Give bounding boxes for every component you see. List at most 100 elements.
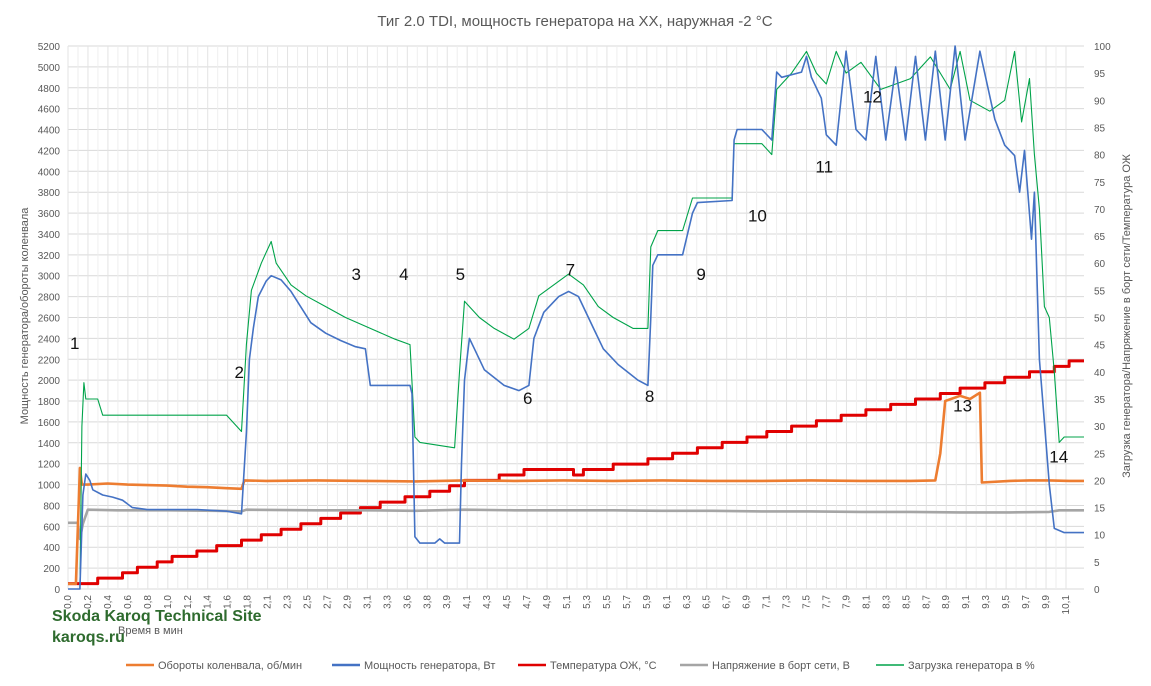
legend-label: Мощность генератора, Вт [364, 660, 495, 672]
y-tick-left: 4400 [38, 126, 61, 137]
y-tick-left: 2800 [38, 293, 61, 304]
x-tick: 3,1 [362, 595, 373, 609]
y-tick-left: 4000 [38, 167, 61, 178]
y-tick-left: 2600 [38, 314, 61, 325]
annotation-label: 1 [70, 334, 79, 353]
x-tick: 4,5 [502, 595, 513, 609]
y-tick-left: 4200 [38, 146, 61, 157]
y-tick-left: 2200 [38, 355, 61, 366]
chart-title: Тиг 2.0 TDI, мощность генератора на XX, … [377, 13, 772, 30]
y-tick-left: 0 [54, 585, 60, 596]
legend-label: Обороты коленвала, об/мин [158, 660, 302, 672]
x-tick: 9,3 [981, 595, 992, 609]
x-tick: 3,9 [442, 595, 453, 609]
annotation-label: 2 [235, 363, 244, 382]
x-tick: 5,1 [562, 595, 573, 609]
y-tick-right: 55 [1094, 286, 1106, 297]
y-tick-left: 4600 [38, 105, 61, 116]
y-tick-right: 20 [1094, 476, 1106, 487]
x-tick: 8,5 [901, 595, 912, 609]
series-line [68, 359, 1084, 586]
x-tick: 6,5 [702, 595, 713, 609]
grid [67, 45, 1084, 590]
x-tick: 0,8 [143, 595, 154, 609]
x-tick: 8,1 [861, 595, 872, 609]
series-line [68, 391, 1084, 586]
x-tick: 8,3 [881, 595, 892, 609]
series-line [68, 508, 1084, 541]
x-tick: 2,9 [342, 595, 353, 609]
series-group [68, 45, 1084, 590]
y-tick-left: 2400 [38, 334, 61, 345]
y-tick-right: 5 [1094, 558, 1100, 569]
x-tick: 2,3 [283, 595, 294, 609]
x-tick: 3,6 [402, 595, 413, 609]
x-tick: 5,9 [642, 595, 653, 609]
y-tick-left: 600 [43, 522, 60, 533]
y-tick-left: 3400 [38, 230, 61, 241]
x-tick: 1,2 [183, 595, 194, 609]
x-axis-label: Время в мин [118, 625, 183, 637]
annotation-label: 10 [748, 206, 767, 225]
legend: Обороты коленвала, об/мин Мощность генера… [126, 660, 1035, 672]
y-tick-left: 1600 [38, 418, 61, 429]
x-tick: 8,7 [921, 595, 932, 609]
y-tick-right: 15 [1094, 504, 1106, 515]
y-axis-right-label: Загрузка генератора/Напряжение в борт се… [1121, 154, 1133, 478]
annotation-label: 12 [863, 87, 882, 106]
x-tick: 9,5 [1001, 595, 1012, 609]
legend-label: Температура ОЖ, °C [550, 660, 657, 672]
x-tick: 2,5 [303, 595, 314, 609]
x-tick: 0,2 [83, 595, 94, 609]
x-tick: 4,7 [522, 595, 533, 609]
x-tick: 6,1 [662, 595, 673, 609]
watermark-url: karoqs.ru [52, 629, 125, 646]
x-tick: 9,1 [961, 595, 972, 609]
y-tick-left: 1200 [38, 460, 61, 471]
y-tick-left: 1400 [38, 439, 61, 450]
y-tick-right: 85 [1094, 123, 1106, 134]
x-tick: 1,0 [163, 595, 174, 609]
y-tick-right: 25 [1094, 449, 1106, 460]
watermark-title: Skoda Karoq Technical Site [52, 608, 262, 625]
y-tick-left: 3800 [38, 188, 61, 199]
x-tick: 7,9 [841, 595, 852, 609]
x-tick: 9,9 [1041, 595, 1052, 609]
y-tick-right: 40 [1094, 368, 1106, 379]
x-tick: 6,9 [742, 595, 753, 609]
legend-label: Загрузка генератора в % [908, 660, 1035, 672]
x-axis: 0,0 0,2 0,4 0,6 0,8 1,0 1,2 1,4 1,6 1,8 2,1 2,3 2,5 2… [63, 595, 1072, 615]
y-tick-left: 3000 [38, 272, 61, 283]
y-tick-right: 60 [1094, 259, 1106, 270]
y-tick-right: 70 [1094, 205, 1106, 216]
annotation-label: 14 [1049, 448, 1068, 467]
y-tick-left: 1800 [38, 397, 61, 408]
annotation-label: 13 [953, 396, 972, 415]
series-line [68, 45, 1084, 590]
y-tick-left: 800 [43, 501, 60, 512]
y-tick-right: 30 [1094, 422, 1106, 433]
y-tick-right: 50 [1094, 314, 1106, 325]
x-tick: 1,8 [243, 595, 254, 609]
x-tick: 7,7 [821, 595, 832, 609]
annotation-label: 11 [815, 157, 833, 176]
x-tick: 0,4 [103, 595, 114, 609]
y-tick-left: 200 [43, 564, 60, 575]
x-tick: 4,1 [462, 595, 473, 609]
annotation-label: 3 [351, 265, 360, 284]
x-tick: 0,0 [63, 595, 74, 609]
y-tick-left: 400 [43, 543, 60, 554]
annotation-label: 4 [399, 265, 408, 284]
x-tick: 3,3 [382, 595, 393, 609]
annotation-label: 7 [566, 261, 575, 280]
x-tick: 2,1 [263, 595, 274, 609]
y-tick-right: 95 [1094, 69, 1106, 80]
x-tick: 6,3 [682, 595, 693, 609]
y-tick-left: 2000 [38, 376, 61, 387]
x-tick: 7,5 [802, 595, 813, 609]
y-axis-right: 0 5 10 15 20 25 30 35 40 45 50 55 60 65 70 75 80 85 90 95 10… [1094, 42, 1111, 596]
annotation-label: 5 [456, 265, 465, 284]
legend-label: Напряжение в борт сети, В [712, 660, 850, 672]
